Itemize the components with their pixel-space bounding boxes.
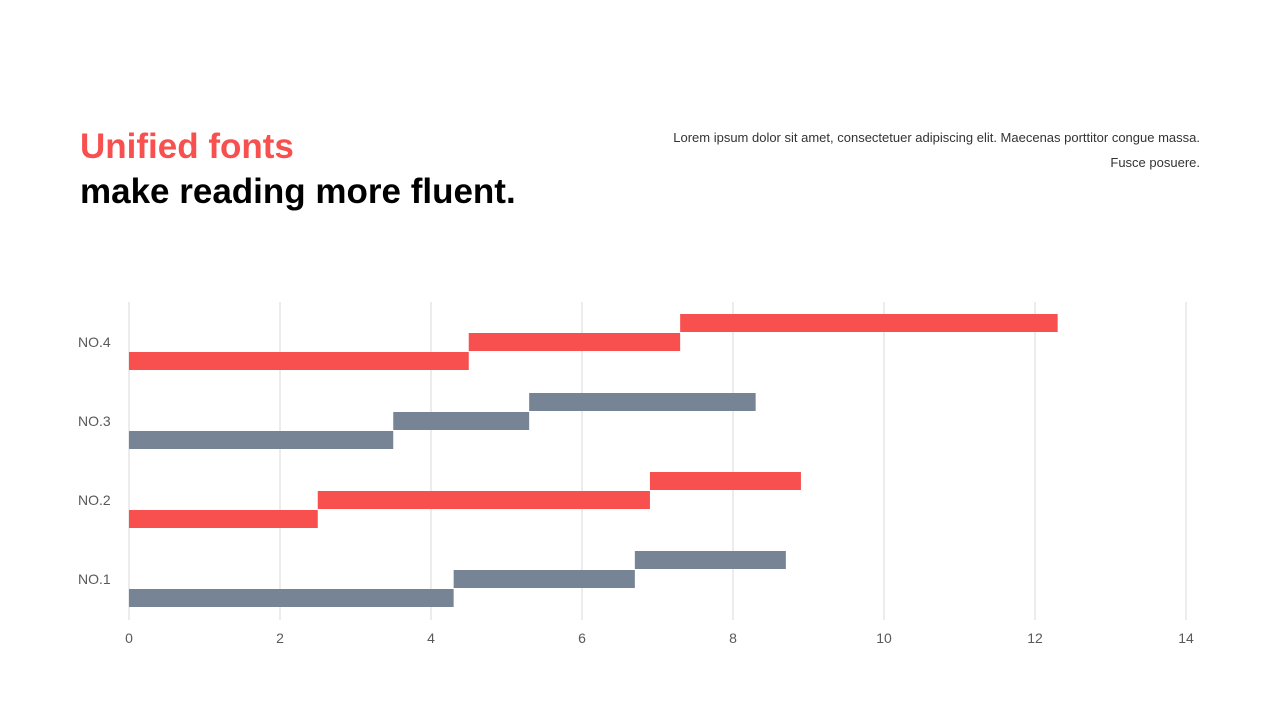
x-tick-label: 8	[729, 630, 737, 646]
x-tick-label: 12	[1027, 630, 1043, 646]
heading-accent: Unified fonts	[80, 127, 294, 166]
y-category-label: NO.3	[78, 413, 111, 429]
description-text: Lorem ipsum dolor sit amet, consectetuer…	[673, 130, 1200, 170]
bar-segment	[317, 491, 650, 509]
x-tick-label: 2	[276, 630, 284, 646]
bar-segment	[680, 314, 1058, 332]
bar-segment	[129, 589, 454, 607]
bar-segment	[634, 551, 786, 569]
bar-segment	[529, 393, 756, 411]
y-category-label: NO.1	[78, 571, 111, 587]
heading-main: make reading more fluent.	[80, 172, 516, 211]
bar-segment	[393, 412, 530, 430]
y-category-label: NO.4	[78, 334, 111, 350]
x-tick-label: 6	[578, 630, 586, 646]
bar-segment	[468, 333, 681, 351]
bar-segment	[129, 352, 469, 370]
x-tick-label: 14	[1178, 630, 1194, 646]
bar-segment	[129, 431, 394, 449]
bar-segment	[129, 510, 318, 528]
bar-segment	[453, 570, 635, 588]
x-tick-label: 0	[125, 630, 133, 646]
x-tick-label: 4	[427, 630, 435, 646]
bar-segment	[649, 472, 801, 490]
x-tick-label: 10	[876, 630, 892, 646]
y-category-label: NO.2	[78, 492, 111, 508]
